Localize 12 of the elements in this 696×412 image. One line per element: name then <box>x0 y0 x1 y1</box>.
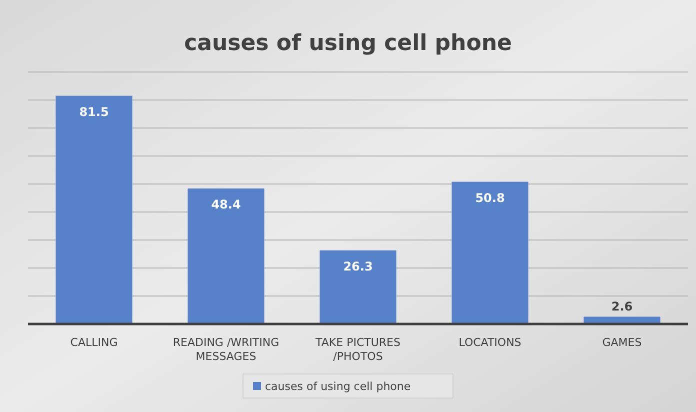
chart-title: causes of using cell phone <box>184 31 512 56</box>
x-tick-label: READING /WRITING MESSAGES <box>172 336 280 363</box>
x-tick-label: GAMES <box>602 336 642 349</box>
x-tick-label: LOCATIONS <box>458 336 522 349</box>
data-label: 2.6 <box>611 300 633 314</box>
data-label: 50.8 <box>475 190 505 205</box>
x-tick-label: TAKE PICTURES /PHOTOS <box>314 336 400 363</box>
legend-label: causes of using cell phone <box>265 380 411 393</box>
data-label: 81.5 <box>79 104 109 119</box>
data-label: 26.3 <box>343 259 373 274</box>
data-label: 48.4 <box>211 197 241 212</box>
x-tick-label: CALLING <box>70 336 118 349</box>
